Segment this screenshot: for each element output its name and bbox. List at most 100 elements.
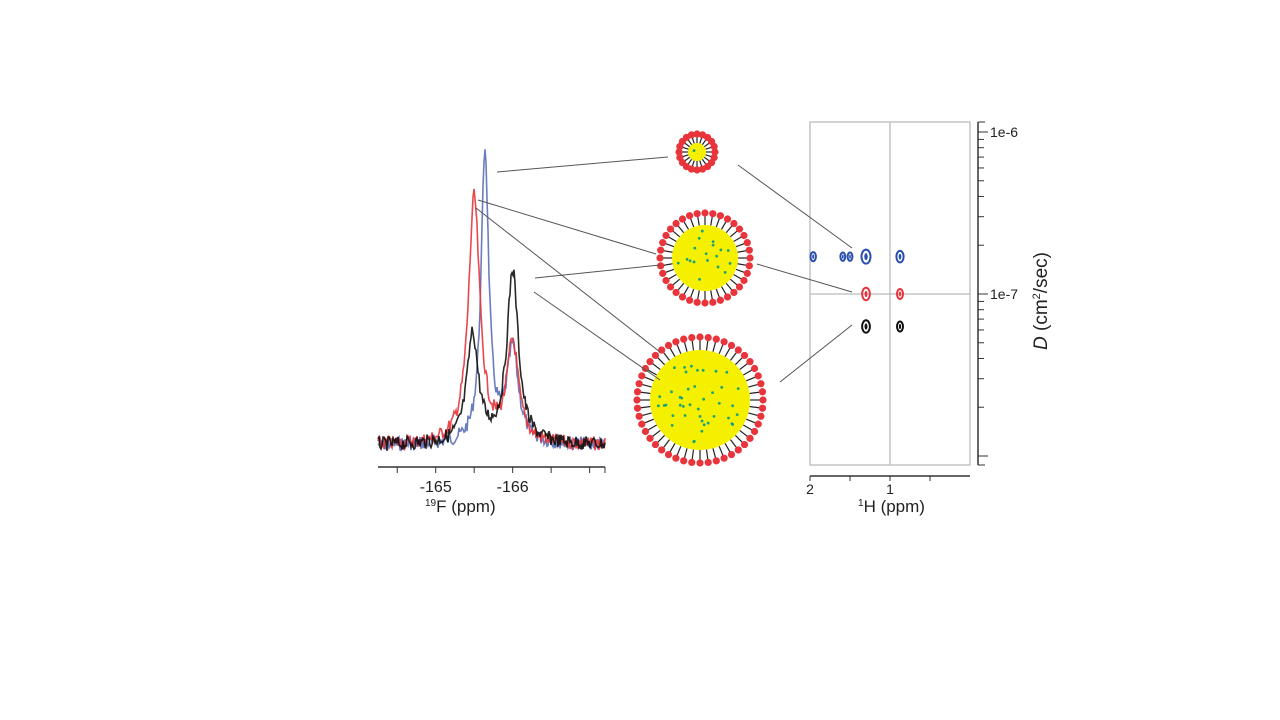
lipid-head	[704, 458, 712, 467]
lipid-head	[633, 396, 641, 404]
lipid-head	[734, 346, 742, 354]
lipid-head	[651, 440, 660, 449]
lipid-head	[672, 288, 680, 297]
19f-spectrum: -165 -166	[377, 149, 606, 496]
micelle-core	[672, 225, 738, 291]
lipid-head	[709, 298, 717, 306]
dosy-peak	[839, 251, 847, 262]
drug-dot	[701, 368, 705, 372]
lipid-head	[635, 412, 643, 420]
drug-dot	[698, 414, 702, 418]
lipid-head	[712, 457, 720, 465]
drug-dot	[704, 252, 708, 256]
f-tick-label: -166	[497, 479, 529, 496]
lipid-head	[723, 293, 732, 301]
lipid-head	[701, 299, 709, 307]
drug-dot	[700, 229, 704, 233]
lipid-head	[693, 298, 701, 306]
drug-dot	[711, 391, 714, 395]
dosy-peak	[895, 249, 905, 264]
lipid-head	[693, 130, 701, 138]
micelle-core	[650, 350, 750, 450]
drug-dot	[692, 440, 696, 444]
dosy-peak-core	[898, 253, 902, 260]
lipid-head	[646, 358, 654, 366]
drug-dot	[714, 369, 718, 373]
drug-dot	[693, 385, 697, 388]
h-axis-label: 1H (ppm)	[858, 497, 925, 516]
micelle-small	[675, 130, 719, 174]
lipid-head	[750, 427, 759, 436]
lipid-head	[662, 276, 670, 285]
lipid-head	[693, 210, 701, 218]
connector-line	[756, 263, 853, 293]
drug-dot	[686, 387, 690, 391]
dosy-peak-core	[898, 324, 902, 330]
micelle-diagrams	[633, 130, 767, 467]
lipid-head	[633, 388, 642, 396]
lipid-head	[709, 210, 717, 218]
drug-dot	[717, 401, 721, 405]
lipid-head	[757, 380, 765, 388]
lipid-head	[758, 388, 767, 396]
drug-dot	[658, 395, 662, 398]
drug-dot	[726, 249, 730, 252]
dosy-peak	[846, 251, 854, 262]
lipid-head	[651, 351, 660, 360]
h-tick-label: 1	[886, 481, 894, 497]
lipid-head	[633, 404, 642, 412]
drug-dot	[702, 397, 706, 401]
drug-dot	[735, 413, 739, 417]
drug-dot	[671, 414, 675, 418]
drug-dot	[728, 261, 732, 265]
lipid-head	[710, 142, 718, 151]
connector-lines	[475, 156, 853, 383]
drug-dot	[706, 421, 710, 425]
connector-line	[534, 264, 661, 279]
micelle-large	[633, 333, 767, 467]
lipid-head	[740, 440, 749, 449]
f-tick-label: -165	[420, 479, 452, 496]
drug-dot	[700, 419, 704, 423]
lipid-head	[662, 231, 670, 240]
lipid-head	[646, 434, 654, 442]
lipid-head	[666, 225, 675, 233]
h-tick-label: 2	[806, 481, 814, 497]
drug-dot	[700, 429, 704, 433]
connector-line	[779, 324, 853, 383]
drug-dot	[727, 416, 730, 420]
lipid-head	[641, 364, 650, 373]
drug-dot	[693, 246, 697, 250]
lipid-head	[688, 458, 696, 467]
lipid-head	[712, 335, 720, 343]
lipid-head	[698, 165, 707, 173]
drug-dot	[685, 257, 689, 261]
lipid-head	[730, 288, 738, 297]
lipid-head	[754, 372, 762, 380]
connector-line	[533, 291, 661, 381]
drug-dot	[681, 404, 685, 408]
lipid-head	[723, 215, 732, 223]
lipid-head	[758, 404, 767, 412]
lipid-head	[696, 459, 704, 467]
lipid-head	[716, 296, 724, 304]
lipid-head	[720, 338, 728, 346]
drug-dot	[712, 415, 716, 418]
connector-line	[496, 156, 669, 173]
drug-dot	[676, 261, 680, 265]
lipid-head	[678, 293, 687, 301]
drug-dot	[673, 366, 676, 370]
d-tick-label: 1e-7	[990, 286, 1018, 302]
lipid-head	[734, 446, 742, 454]
micelle-core	[688, 143, 706, 161]
lipid-head	[727, 341, 736, 350]
drug-dot	[725, 370, 729, 374]
drug-dot	[731, 423, 735, 426]
lipid-head	[688, 333, 696, 342]
f-axis-label: 19F (ppm)	[425, 497, 496, 516]
dosy-peak-core	[841, 254, 844, 259]
lipid-head	[720, 454, 728, 462]
lipid-head	[680, 457, 688, 465]
drug-dot	[720, 385, 724, 389]
dosy-peak-core	[812, 254, 815, 259]
